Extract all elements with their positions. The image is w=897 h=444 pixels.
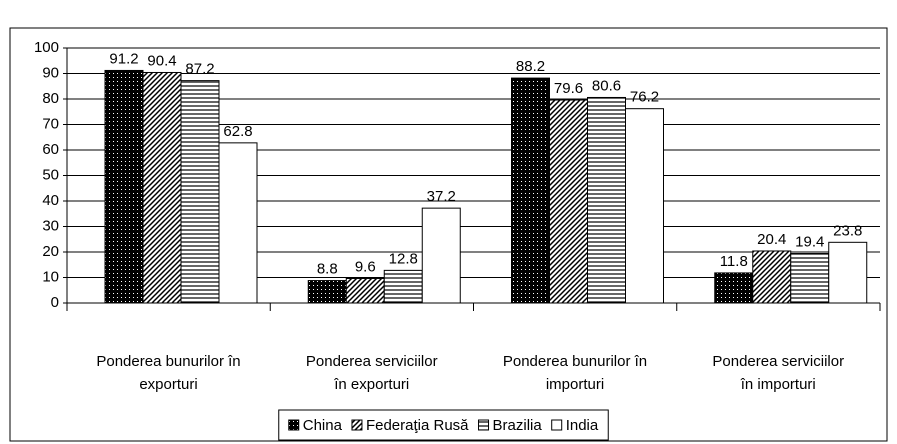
y-tick-label: 80 <box>42 90 59 107</box>
data-label: 37.2 <box>427 188 456 205</box>
data-label: 76.2 <box>630 89 659 106</box>
y-tick-label: 100 <box>34 39 59 56</box>
bar <box>180 80 220 304</box>
y-tick-label: 40 <box>42 192 59 209</box>
legend-label: Brazilia <box>493 417 543 434</box>
legend-swatch <box>351 419 363 431</box>
legend-label: India <box>566 417 599 434</box>
bar <box>587 96 626 304</box>
y-tick-label: 0 <box>51 294 59 311</box>
data-label: 19.4 <box>795 233 824 250</box>
y-tick-label: 60 <box>42 141 59 158</box>
bar <box>549 99 588 304</box>
bar <box>714 272 754 304</box>
legend-swatch <box>478 419 490 431</box>
y-tick-label: 30 <box>42 217 59 234</box>
data-label: 80.6 <box>592 77 621 94</box>
bar <box>421 207 461 304</box>
data-label: 20.4 <box>757 231 786 248</box>
legend-label: Federaţia Rusă <box>366 417 469 434</box>
bar <box>142 71 182 304</box>
data-label: 8.8 <box>317 261 338 278</box>
bar <box>752 250 792 304</box>
x-tick-label: Ponderea bunurilor în exporturi <box>96 353 241 393</box>
bar <box>307 280 347 304</box>
legend-swatch <box>288 419 300 431</box>
y-tick-label: 10 <box>42 268 59 285</box>
legend-label: China <box>303 417 343 434</box>
data-label: 11.8 <box>720 253 748 270</box>
chart-border <box>9 27 888 442</box>
bar <box>828 241 868 304</box>
bar <box>345 278 385 304</box>
data-label: 91.2 <box>109 50 138 67</box>
y-tick-label: 20 <box>42 243 59 260</box>
bar <box>383 269 423 304</box>
data-label: 12.8 <box>389 250 418 267</box>
bar <box>218 142 258 304</box>
bar <box>104 69 144 304</box>
y-tick-label: 70 <box>42 115 59 132</box>
bar <box>625 108 664 304</box>
data-label: 79.6 <box>554 80 583 97</box>
data-label: 62.8 <box>223 123 252 140</box>
data-label: 90.4 <box>147 52 176 69</box>
bar <box>511 77 550 304</box>
data-label: 9.6 <box>355 258 376 275</box>
x-tick-label: Ponderea serviciilor în exporturi <box>305 353 438 393</box>
legend-swatch <box>551 419 563 431</box>
y-tick-label: 90 <box>42 64 59 81</box>
data-label: 23.8 <box>833 222 862 239</box>
data-label: 87.2 <box>185 61 214 78</box>
data-label: 88.2 <box>516 58 545 75</box>
bar <box>790 253 830 304</box>
x-tick-label: Ponderea bunurilor în importuri <box>502 353 648 393</box>
y-tick-label: 50 <box>42 166 59 183</box>
x-tick-label: Ponderea serviciilor în importuri <box>712 353 845 393</box>
